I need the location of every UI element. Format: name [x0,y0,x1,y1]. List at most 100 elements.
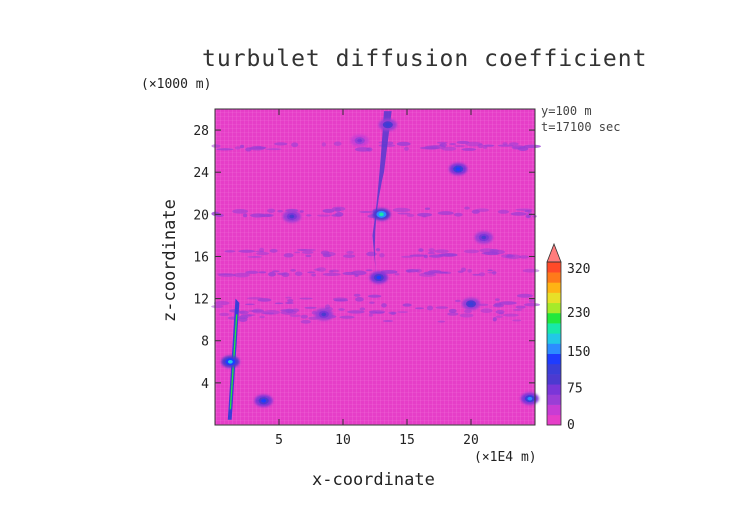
colorbar-segment [547,333,561,344]
structure-band-cell [397,212,411,215]
structure-band-cell [322,208,335,213]
structure-band-cell [502,313,519,317]
structure-band-cell [444,271,452,275]
structure-band-cell [394,273,400,276]
structure-band-cell [250,213,266,218]
structure-band-cell [334,207,341,212]
structure-band-cell [369,310,378,314]
structure-band-cell [290,268,296,272]
structure-band-cell [402,303,412,307]
structure-band-cell [359,307,366,311]
structure-band-cell [483,251,500,256]
x-tick-label: 20 [463,433,479,448]
structure-band-cell [515,305,526,309]
annotation-y-position: y=100 m [541,104,592,118]
structure-band-cell [456,140,470,144]
axes: 5 10 15 20 4 8 12 16 20 24 28 [193,108,536,448]
structure-band-cell [493,303,504,308]
structure-band-cell [427,251,436,255]
structure-band-cell [379,253,385,258]
structure-band-cell [457,270,464,273]
structure-band-cell [453,212,463,217]
structure-band-cell [244,303,255,306]
structure-band-cell [343,254,356,258]
structure-band-cell [495,315,503,318]
structure-band-cell [495,309,505,314]
structure-band-cell [291,142,299,148]
annotation-time: t=17100 sec [541,120,621,134]
structure-band-cell [304,306,317,309]
structure-band-cell [240,314,256,316]
plot-area [211,109,541,425]
colorbar-segment [547,343,561,354]
colorbar-tick-label: 0 [567,418,575,433]
structure-band-cell [516,293,533,298]
structure-band-cell [454,299,461,303]
colorbar-tick-label: 150 [567,345,590,360]
y-tick-label: 20 [193,208,209,223]
structure-band-cell [382,319,394,323]
y-tick-label: 16 [193,250,209,265]
structure-band-cell [300,314,308,319]
structure-band-cell [269,248,278,253]
structure-band-cell [285,301,294,305]
structure-band-cell [406,269,412,273]
structure-band-cell [294,251,301,254]
structure-band-cell [447,312,459,316]
structure-band-cell [238,249,256,253]
structure-band-cell [301,250,314,255]
structure-band-cell [353,293,361,297]
colorbar-tick-label: 75 [567,381,583,396]
structure-band-cell [224,250,236,253]
structure-band-cell [247,256,263,258]
colorbar-segment [547,323,561,334]
structure-band-cell [338,308,345,311]
structure-band-cell [232,209,248,214]
structure-band-cell [347,310,365,314]
structure-band-cell [435,306,449,309]
structure-band-cell [369,301,375,304]
colorbar-tick-label: 230 [567,306,590,321]
hotspot-core [227,360,233,364]
structure-band-cell [524,210,532,213]
structure-band-cell [277,209,284,213]
structure-band-cell [365,269,373,272]
structure-band-cell [467,268,472,273]
structure-band-cell [239,144,245,149]
structure-band-cell [522,268,540,273]
structure-band-cell [238,310,249,315]
hotspot-core [385,123,391,127]
structure-band-cell [464,206,470,210]
structure-band-cell [234,146,241,150]
x-axis-unit: (×1E4 m) [474,450,537,465]
structure-band-cell [251,308,265,314]
plot-frame [214,108,536,426]
structure-band-cell [245,270,259,274]
structure-band-cell [424,145,440,150]
colorbar-segment [547,353,561,365]
hotspot-core [468,302,474,306]
structure-band-cell [396,141,411,147]
hotspot-core [481,235,487,240]
structure-band-cell [213,301,230,306]
field-mesh [215,109,535,425]
colorbar-segment [547,374,561,385]
structure-band-cell [307,271,316,274]
structure-band-cell [487,271,497,274]
structure-band-cell [406,213,415,217]
y-tick-label: 12 [193,293,209,308]
colorbar-tick-label: 320 [567,262,590,277]
structure-band-cell [291,308,300,313]
structure-band-cell [296,248,308,251]
colorbar-segment [547,302,561,314]
structure-band-cell [332,297,348,301]
hotspot-core [376,275,382,280]
structure-band-cell [478,272,486,277]
structure-band-cell [366,251,377,257]
structure-band-cell [299,297,313,300]
structure-band-cell [390,311,396,315]
colorbar-segment [547,363,561,375]
structure-band-cell [523,144,541,149]
structure-band-cell [249,145,265,151]
structure-band-cell [259,315,265,319]
